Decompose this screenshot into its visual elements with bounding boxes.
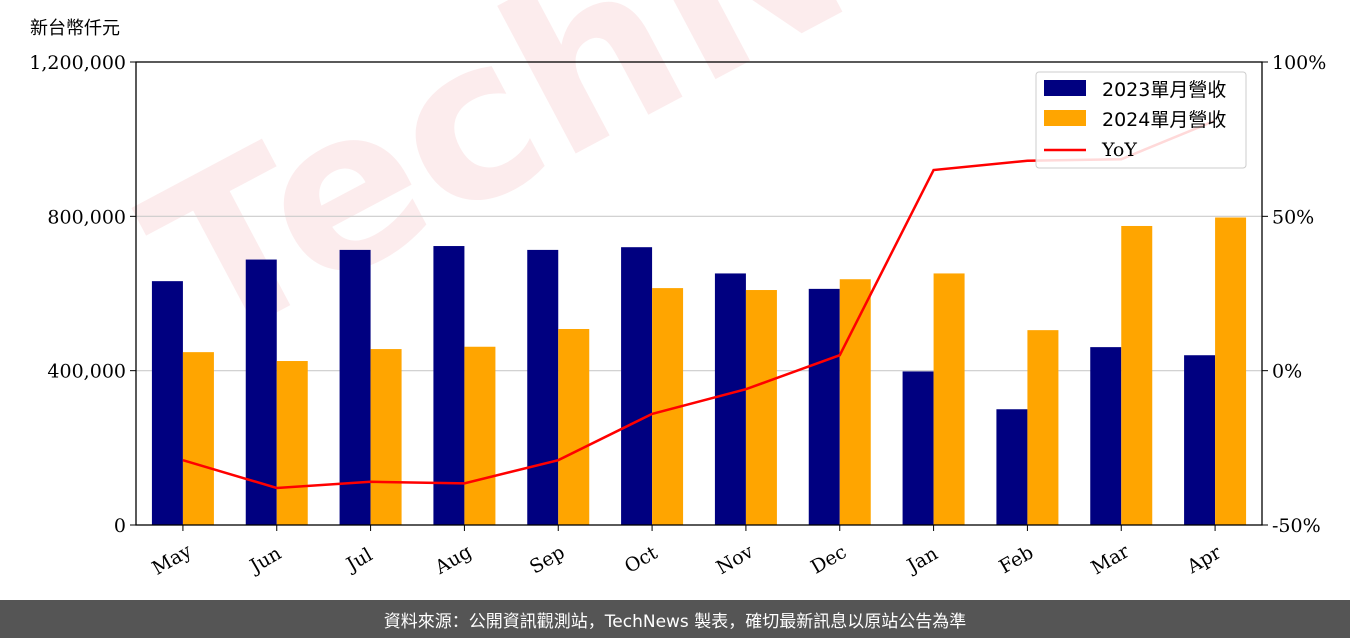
bar-2024-jan [933,273,965,525]
left-tick-label: 400,000 [47,361,126,383]
bar-2023-sep [527,249,559,526]
right-tick-label: 50% [1272,206,1314,228]
bar-2023-jul [339,249,371,526]
bar-2023-feb [996,409,1028,525]
x-tick-label-aug: Aug [431,541,476,580]
revenue-chart: 0 400,000 800,000 1,200,000 -50% 0% 50% 100% May… [29,52,1326,580]
x-tick-label-jul: Jul [341,544,376,577]
bar-2023-aug [433,246,465,526]
bar-2023-jun [245,259,277,525]
yoy-line [182,119,1216,490]
bar-2023-may [151,281,183,525]
x-tick-label-jun: Jun [245,542,286,578]
x-tick-label-nov: Nov [713,540,758,579]
x-tick-label-apr: Apr [1183,541,1226,578]
bar-2023-dec [808,288,840,525]
bar-2023-jan [902,371,934,525]
legend-box [1035,71,1247,169]
bar-2024-apr [1215,217,1247,525]
x-tick-label-dec: Dec [807,541,850,579]
legend-label-2023: 2023單月營收 [1102,79,1226,101]
x-tick-label-may: May [148,540,195,580]
y-axis-unit-label: 新台幣仟元 [30,18,120,39]
legend-label-2024: 2024單月營收 [1102,109,1226,131]
left-tick-label: 1,200,000 [29,52,126,74]
bar-2024-mar [1121,225,1153,525]
bar-2024-feb [1027,330,1059,525]
bar-2023-apr [1184,355,1216,525]
bar-2023-mar [1090,347,1122,525]
right-tick-label: 100% [1272,52,1326,74]
x-tick-label-sep: Sep [526,541,569,578]
right-tick-label: -50% [1272,515,1321,537]
x-tick-label-oct: Oct [621,542,662,578]
bar-2024-jul [370,349,402,525]
plot-frame [135,61,1263,526]
bar-2023-oct [621,247,653,525]
legend-swatch-2023 [1044,80,1086,96]
bar-2024-jun [276,361,308,525]
bar-2024-aug [464,346,496,525]
x-tick-label-jan: Jan [902,542,942,578]
bar-2024-sep [558,328,590,525]
right-tick-label: 0% [1272,361,1302,383]
x-tick-label-feb: Feb [996,541,1038,578]
bar-2024-dec [839,279,871,525]
left-tick-label: 0 [114,515,126,537]
left-tick-label: 800,000 [47,206,126,228]
footer-source-note: 資料來源：公開資訊觀測站，TechNews 製表，確切最新訊息以原站公告為準 [0,600,1350,638]
bar-2024-nov [745,290,777,525]
bar-2024-may [182,352,214,525]
bar-2023-nov [714,273,746,525]
legend-label-yoy: YoY [1101,139,1137,161]
legend-swatch-2024 [1044,110,1086,126]
x-tick-label-mar: Mar [1087,540,1133,579]
